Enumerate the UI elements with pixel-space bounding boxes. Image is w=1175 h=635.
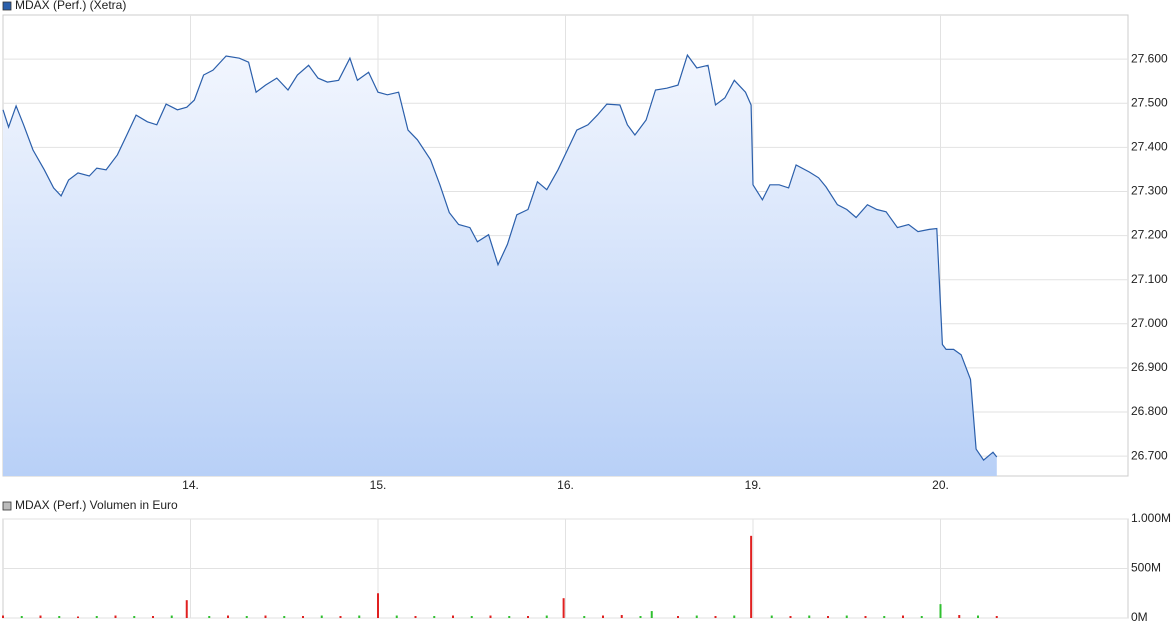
x-tick-label: 20.	[932, 478, 949, 492]
volume-bar	[2, 615, 4, 618]
area-fill	[3, 55, 997, 476]
volume-bar	[433, 616, 436, 618]
volume-bar	[208, 616, 211, 618]
x-tick-label: 15.	[370, 478, 387, 492]
volume-bar	[470, 616, 473, 618]
y-tick-label: 27.600	[1131, 51, 1168, 65]
volume-bar	[77, 616, 79, 618]
volume-bar	[39, 615, 42, 618]
volume-bar	[302, 616, 304, 618]
volume-bar	[283, 616, 286, 618]
x-tick-label: 19.	[745, 478, 762, 492]
volume-bar	[527, 616, 529, 618]
volume-bar	[977, 615, 979, 618]
x-tick-label: 16.	[557, 478, 574, 492]
volume-bar	[452, 615, 454, 618]
y-tick-label: 1.000M	[1131, 511, 1171, 525]
y-tick-label: 26.900	[1131, 360, 1168, 374]
volume-bar	[545, 615, 548, 618]
legend-label: MDAX (Perf.) Volumen in Euro	[15, 498, 178, 512]
volume-bar	[227, 615, 229, 618]
volume-bar	[58, 616, 61, 618]
volume-bar	[264, 615, 267, 618]
volume-bar	[620, 615, 623, 618]
volume-bar	[920, 616, 923, 618]
volume-bar	[650, 611, 653, 618]
x-tick-label: 14.	[182, 478, 199, 492]
y-tick-label: 500M	[1131, 561, 1161, 575]
volume-bar	[133, 616, 136, 618]
y-tick-label: 26.700	[1131, 448, 1168, 462]
volume-bar	[864, 616, 867, 618]
volume-bar	[358, 615, 361, 618]
volume-bar	[695, 615, 698, 618]
volume-bar	[377, 593, 379, 618]
y-tick-label: 27.100	[1131, 272, 1168, 286]
volume-bar	[995, 616, 998, 618]
y-tick-label: 27.400	[1131, 140, 1168, 154]
y-tick-label: 0M	[1131, 610, 1148, 624]
volume-bar	[414, 616, 417, 618]
volume-bar	[339, 616, 342, 618]
volume-bar	[827, 616, 829, 618]
volume-bar	[808, 615, 811, 618]
volume-bar	[170, 615, 173, 618]
volume-bar	[639, 616, 642, 618]
volume-bar	[395, 615, 398, 618]
y-tick-label: 27.500	[1131, 95, 1168, 109]
volume-bar	[883, 616, 886, 618]
volume-bar	[489, 615, 492, 618]
volume-bar	[845, 615, 848, 618]
y-tick-label: 27.000	[1131, 316, 1168, 330]
volume-bar	[958, 615, 961, 618]
volume-bar	[152, 616, 154, 618]
volume-bar	[562, 598, 565, 618]
volume-bar	[714, 616, 717, 618]
volume-bar	[733, 615, 736, 618]
volume-bar	[902, 615, 904, 618]
volume-bar	[677, 616, 679, 618]
volume-bar	[508, 616, 511, 618]
y-tick-label: 27.300	[1131, 184, 1168, 198]
legend-swatch	[2, 1, 12, 11]
volume-bar	[320, 615, 323, 618]
volume-bar	[750, 535, 753, 618]
volume-bar	[185, 600, 188, 618]
price-line	[2, 53, 998, 461]
volume-bar	[789, 616, 792, 618]
volume-bar	[20, 616, 23, 618]
volume-bar	[583, 616, 586, 618]
y-tick-label: 27.200	[1131, 228, 1168, 242]
volume-bar	[939, 604, 942, 618]
volume-bar	[245, 616, 248, 618]
legend-label: MDAX (Perf.) (Xetra)	[15, 0, 126, 12]
y-tick-label: 26.800	[1131, 404, 1168, 418]
legend-swatch	[2, 501, 12, 511]
volume-bar	[114, 615, 117, 618]
volume-bar	[770, 615, 773, 618]
volume-bar	[95, 616, 98, 618]
volume-bar	[602, 615, 604, 618]
